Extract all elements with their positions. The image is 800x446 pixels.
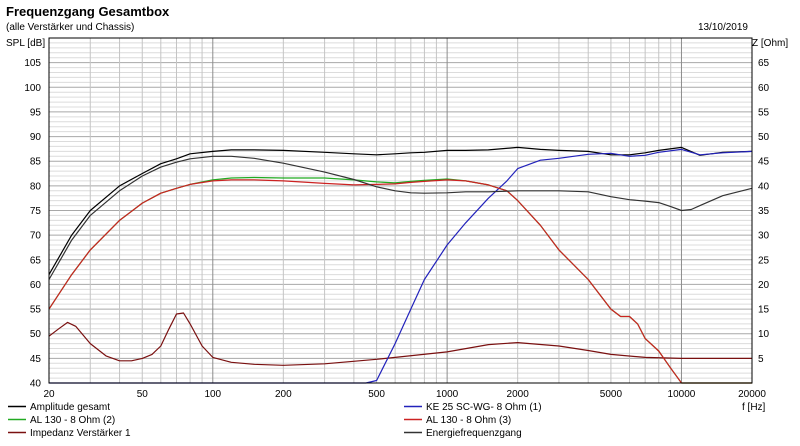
y-tick-label: 60 bbox=[30, 280, 42, 291]
y2-tick-label: 15 bbox=[758, 305, 770, 316]
y2-tick-label: 55 bbox=[758, 107, 770, 118]
x-tick-label: 1000 bbox=[436, 389, 459, 400]
y-tick-label: 80 bbox=[30, 181, 42, 192]
series-line-5 bbox=[48, 179, 752, 384]
y2-tick-label: 25 bbox=[758, 255, 770, 266]
grid bbox=[49, 38, 752, 383]
y-tick-label: 40 bbox=[30, 379, 42, 390]
y2-tick-label: 30 bbox=[758, 231, 770, 242]
y2-axis-label: Z [Ohm] bbox=[752, 38, 788, 49]
y-tick-label: 75 bbox=[30, 206, 42, 217]
series-line-4 bbox=[49, 148, 753, 384]
chart-subtitle: (alle Verstärker und Chassis) bbox=[6, 22, 134, 33]
y-tick-label: 50 bbox=[30, 329, 42, 340]
y2-tick-label: 50 bbox=[758, 132, 770, 143]
y2-tick-label: 35 bbox=[758, 206, 770, 217]
x-tick-label: 20000 bbox=[738, 389, 766, 400]
plot-frame bbox=[48, 37, 753, 384]
x-tick-label: 200 bbox=[275, 389, 292, 400]
y-tick-label: 100 bbox=[24, 83, 41, 94]
x-axis-label: f [Hz] bbox=[742, 402, 766, 413]
y-tick-label: 95 bbox=[30, 107, 42, 118]
legend: Amplitude gesamt AL 130 - 8 Ohm (2) Impeda… bbox=[8, 402, 542, 439]
y2-tick-label: 45 bbox=[758, 157, 770, 168]
legend-entry: Impedanz Verstärker 1 bbox=[30, 428, 131, 439]
y2-tick-label: 40 bbox=[758, 181, 770, 192]
y-tick-label: 65 bbox=[30, 255, 42, 266]
y-tick-label: 45 bbox=[30, 354, 42, 365]
y2-tick-label: 65 bbox=[758, 58, 770, 69]
y2-tick-label: 60 bbox=[758, 83, 770, 94]
y2-tick-label: 10 bbox=[758, 329, 770, 340]
x-tick-label: 500 bbox=[368, 389, 385, 400]
tick-labels: 40 45 50 55 60 65 70 75 80 85 90 95 100 105 5 10 15 20 25 3… bbox=[24, 58, 769, 400]
chart-title: Frequenzgang Gesamtbox bbox=[6, 4, 170, 19]
series-line-1 bbox=[48, 146, 753, 275]
x-tick-label: 100 bbox=[204, 389, 221, 400]
y-axis-label: SPL [dB] bbox=[6, 38, 45, 49]
y-tick-label: 70 bbox=[30, 231, 42, 242]
y-tick-label: 55 bbox=[30, 305, 42, 316]
y2-tick-label: 20 bbox=[758, 280, 770, 291]
y2-tick-label: 5 bbox=[758, 354, 764, 365]
x-tick-label: 2000 bbox=[507, 389, 530, 400]
legend-entry: AL 130 - 8 Ohm (2) bbox=[30, 415, 115, 426]
series-line-6 bbox=[48, 155, 753, 280]
legend-entry: AL 130 - 8 Ohm (3) bbox=[426, 415, 511, 426]
legend-entry: Amplitude gesamt bbox=[30, 402, 110, 413]
series-line-3 bbox=[48, 312, 752, 366]
y-tick-label: 105 bbox=[24, 58, 41, 69]
x-tick-label: 10000 bbox=[668, 389, 696, 400]
series-lines bbox=[48, 146, 753, 384]
legend-entry: Energiefrequenzgang bbox=[426, 428, 522, 439]
y-tick-label: 85 bbox=[30, 157, 42, 168]
legend-entry: KE 25 SC-WG- 8 Ohm (1) bbox=[426, 402, 542, 413]
x-tick-label: 20 bbox=[43, 389, 55, 400]
chart-date: 13/10/2019 bbox=[698, 22, 748, 33]
x-tick-label: 50 bbox=[137, 389, 149, 400]
y-tick-label: 90 bbox=[30, 132, 42, 143]
x-tick-label: 5000 bbox=[600, 389, 623, 400]
